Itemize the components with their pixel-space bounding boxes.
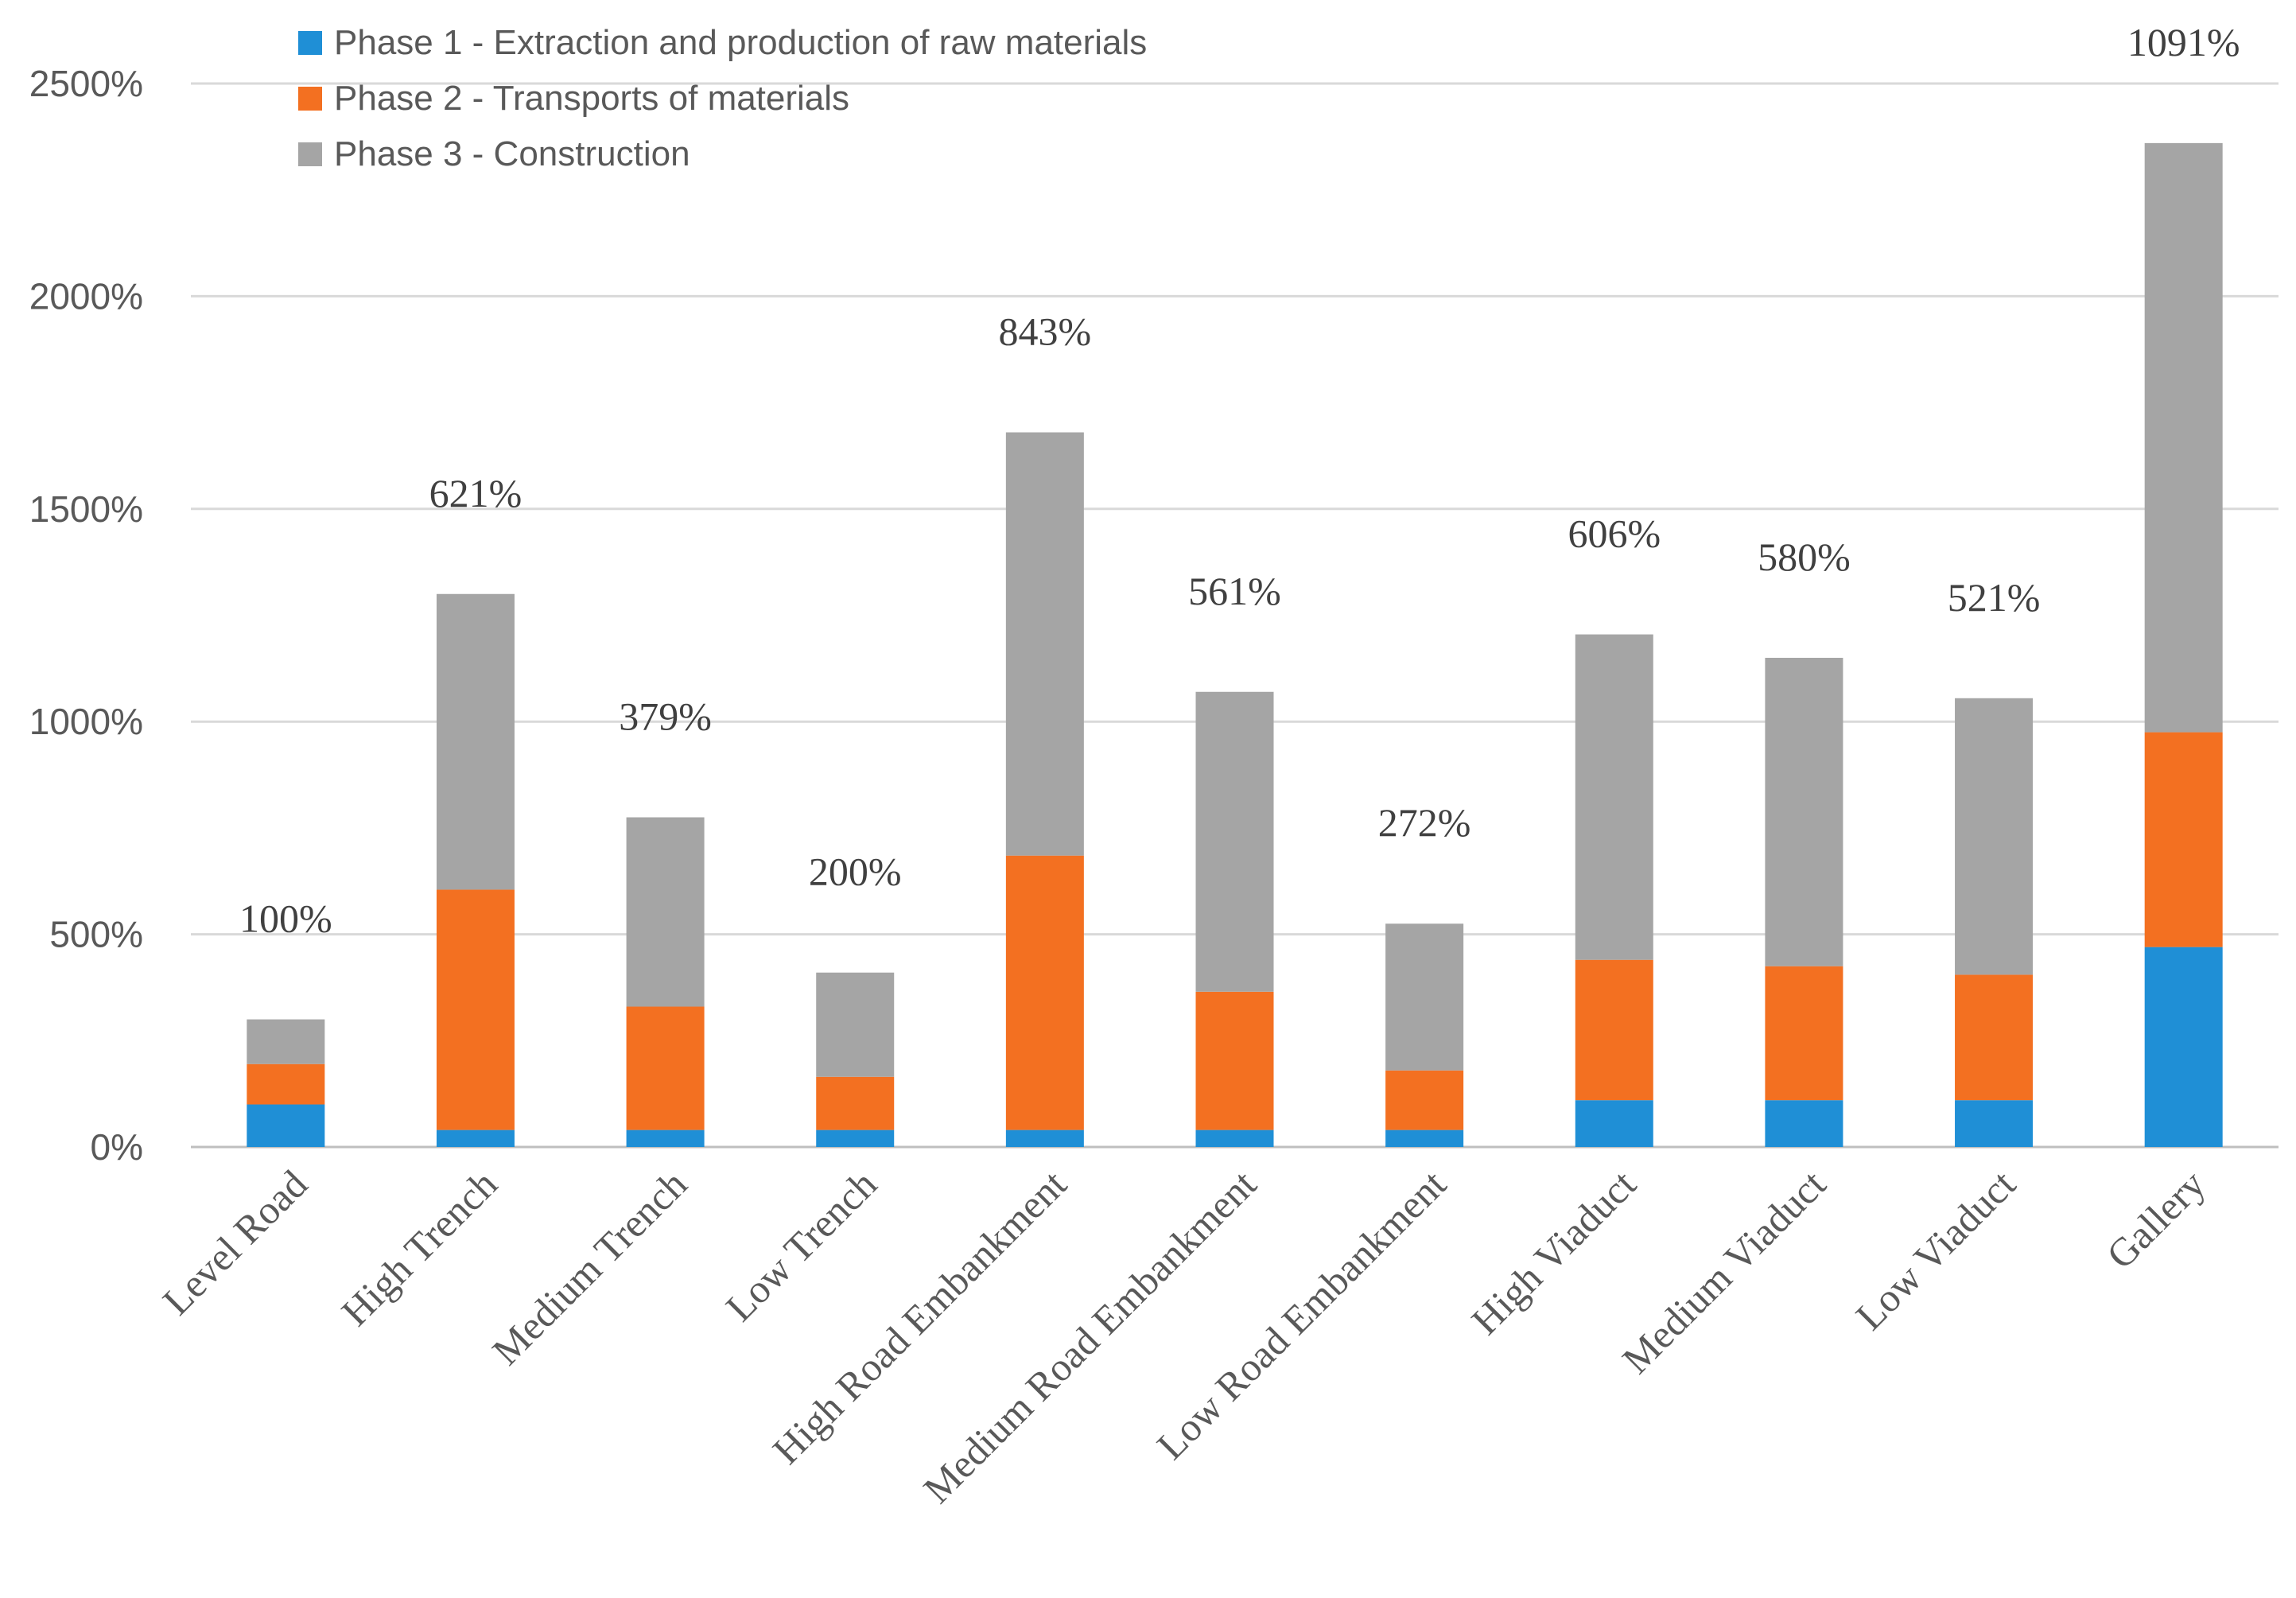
x-category-label: High Trench [332,1161,505,1334]
bar-phase-2-segment [436,889,515,1130]
bar-phase-1-segment [1575,1100,1653,1147]
total-data-label: 200% [809,850,902,894]
bar-phase-1-segment [1005,1129,1084,1147]
total-data-label: 580% [1758,535,1851,579]
y-tick-label: 2500% [29,63,143,104]
bar-phase-3-segment [247,1019,325,1064]
x-category-label: High Viaduct [1463,1161,1644,1343]
bar-phase-1-segment [1195,1129,1274,1147]
bar-phase-1-segment [1765,1100,1843,1147]
bar-phase-2-segment [1385,1070,1464,1130]
bar-phase-1-segment [816,1129,895,1147]
bar-phase-2-segment [816,1076,895,1130]
legend-entry-label: Phase 2 - Transports of materials [334,79,849,118]
total-data-label: 561% [1188,569,1281,613]
bar-phase-2-segment [626,1006,705,1130]
bar-phase-1-segment [436,1129,515,1147]
y-tick-label: 1500% [29,488,143,530]
legend-swatch [298,142,322,166]
bar-phase-3-segment [1005,432,1084,856]
bar-phase-2-segment [1575,959,1653,1101]
bar-phase-2-segment [1005,855,1084,1130]
total-data-label: 1091% [2127,20,2240,64]
bar-phase-3-segment [1575,634,1653,960]
total-data-label: 843% [999,309,1092,354]
grid-layer: 0% 500% 1000% 1500% 2000% 2500% [29,63,2279,1168]
bar-phase-1-segment [1385,1129,1464,1147]
bar-phase-3-segment [1955,698,2034,975]
legend-entry-label: Phase 3 - Construction [334,134,690,173]
y-tick-label: 2000% [29,275,143,317]
total-data-label: 521% [1948,575,2041,620]
bar-phase-3-segment [1195,691,1274,992]
legend-entry-label: Phase 1 - Extraction and production of r… [334,23,1147,62]
total-data-label: 272% [1378,800,1471,845]
legend-swatch [298,87,322,111]
total-data-label: 100% [239,896,332,941]
total-data-label: 379% [619,694,712,739]
x-category-label: Medium Road Embankment [915,1161,1265,1511]
bar-phase-3-segment [2144,142,2223,733]
bar-phase-2-segment [1765,966,1843,1101]
y-tick-label: 1000% [29,701,143,742]
bar-phase-3-segment [436,593,515,890]
x-category-label: Medium Trench [484,1161,695,1373]
bar-phase-3-segment [626,817,705,1007]
bar-phase-2-segment [2144,732,2223,947]
bar-phase-3-segment [1385,923,1464,1071]
bar-layer [247,142,2223,1147]
bar-phase-2-segment [1195,991,1274,1130]
legend: Phase 1 - Extraction and production of r… [298,23,1147,173]
total-data-label: 606% [1568,511,1661,556]
bar-phase-2-segment [1955,974,2034,1101]
bar-phase-3-segment [816,972,895,1077]
legend-swatch [298,31,322,55]
bar-phase-1-segment [247,1104,325,1147]
bar-phase-1-segment [2144,947,2223,1147]
total-data-label: 621% [429,471,523,515]
x-category-label: Low Trench [717,1161,885,1329]
total-label-layer: 100% 621% 379% 200% 843% 561% 272% 606% 580% 521%… [239,20,2240,941]
bar-phase-2-segment [247,1063,325,1105]
y-tick-label: 0% [91,1126,143,1168]
x-category-label: Low Viaduct [1847,1161,2023,1338]
bar-phase-1-segment [626,1129,705,1147]
y-tick-label: 500% [49,914,143,955]
x-category-label: Gallery [2098,1161,2214,1277]
x-category-label: Level Road [154,1161,317,1324]
x-category-label: Medium Viaduct [1614,1161,1834,1382]
bar-phase-3-segment [1765,657,1843,966]
bar-phase-1-segment [1955,1100,2034,1147]
